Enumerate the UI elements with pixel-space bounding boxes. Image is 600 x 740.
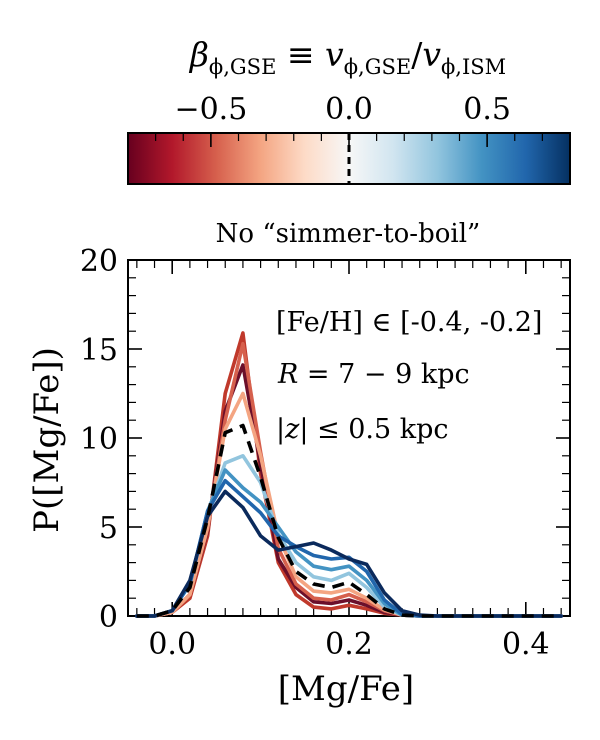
colorbar: −0.5 0.0 0.5 <box>127 92 571 185</box>
colorbar-label: βϕ,GSE ≡ vϕ,GSE/vϕ,ISM <box>188 35 506 79</box>
x-tick-label: 0.0 <box>148 627 196 662</box>
chart-title: No “simmer-to-boil” <box>216 219 481 249</box>
colorbar-frame <box>127 132 571 185</box>
y-tick-label: 0 <box>99 600 118 635</box>
y-tick-label: 15 <box>80 333 118 368</box>
annotation-radius-range: R = 7 − 9 kpc <box>277 359 470 390</box>
y-tick-label: 10 <box>80 422 118 457</box>
colorbar-tick-label: −0.5 <box>174 92 247 127</box>
annotation-height-range: |z| ≤ 0.5 kpc <box>276 414 449 445</box>
colorbar-tick-label: 0.0 <box>325 92 373 127</box>
x-tick-label: 0.4 <box>502 627 550 662</box>
axis-ticks: 0.0 0.2 0.4 0 5 10 15 20 <box>80 244 570 662</box>
y-tick-label: 5 <box>99 511 118 546</box>
series-line <box>136 423 562 618</box>
y-tick-label: 20 <box>80 244 118 279</box>
y-axis-label: P([Mg/Fe]) <box>27 347 67 533</box>
colorbar-tick-label: 0.5 <box>463 92 511 127</box>
x-tick-label: 0.2 <box>325 627 373 662</box>
series-lines <box>135 331 564 618</box>
x-axis-label: [Mg/Fe] <box>278 669 414 709</box>
series-line <box>135 363 564 618</box>
annotation-feh-range: [Fe/H] ∈ [-0.4, -0.2] <box>276 307 542 338</box>
